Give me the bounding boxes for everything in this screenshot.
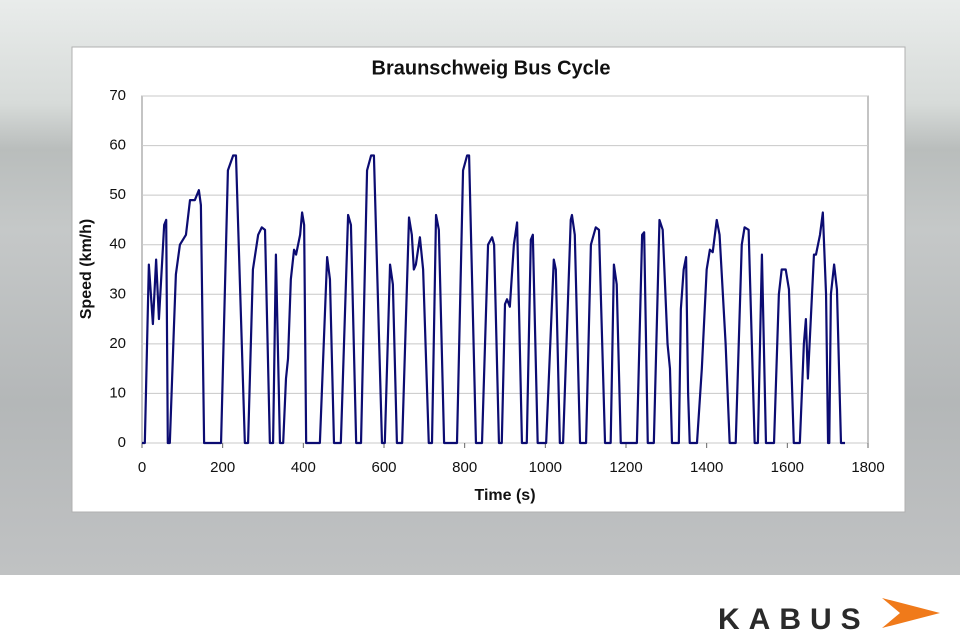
y-tick-label: 40 — [109, 236, 126, 253]
logo: KABUS — [718, 598, 940, 633]
logo-arrow — [882, 598, 940, 628]
x-tick-label: 1600 — [771, 459, 804, 476]
x-tick-label: 600 — [371, 459, 396, 476]
y-tick-label: 0 — [118, 434, 126, 451]
x-tick-label: 1400 — [690, 459, 723, 476]
logo-text: KABUS — [718, 603, 870, 633]
x-tick-label: 1800 — [851, 459, 884, 476]
y-tick-label: 70 — [109, 87, 126, 104]
y-tick-label: 60 — [109, 137, 126, 154]
speed-line — [142, 154, 846, 445]
x-tick-label: 400 — [291, 459, 316, 476]
x-axis-title: Time (s) — [474, 487, 535, 504]
x-tick-label: 1200 — [609, 459, 642, 476]
y-axis-title: Speed (km/h) — [78, 219, 95, 319]
y-tick-label: 20 — [109, 335, 126, 352]
x-tick-label: 1000 — [529, 459, 562, 476]
y-tick-label: 10 — [109, 384, 126, 401]
x-tick-label: 800 — [452, 459, 477, 476]
y-tick-label: 50 — [109, 186, 126, 203]
x-tick-label: 0 — [138, 459, 146, 476]
y-tick-label: 30 — [109, 285, 126, 302]
chart-title: Braunschweig Bus Cycle — [372, 57, 611, 79]
x-tick-label: 200 — [210, 459, 235, 476]
